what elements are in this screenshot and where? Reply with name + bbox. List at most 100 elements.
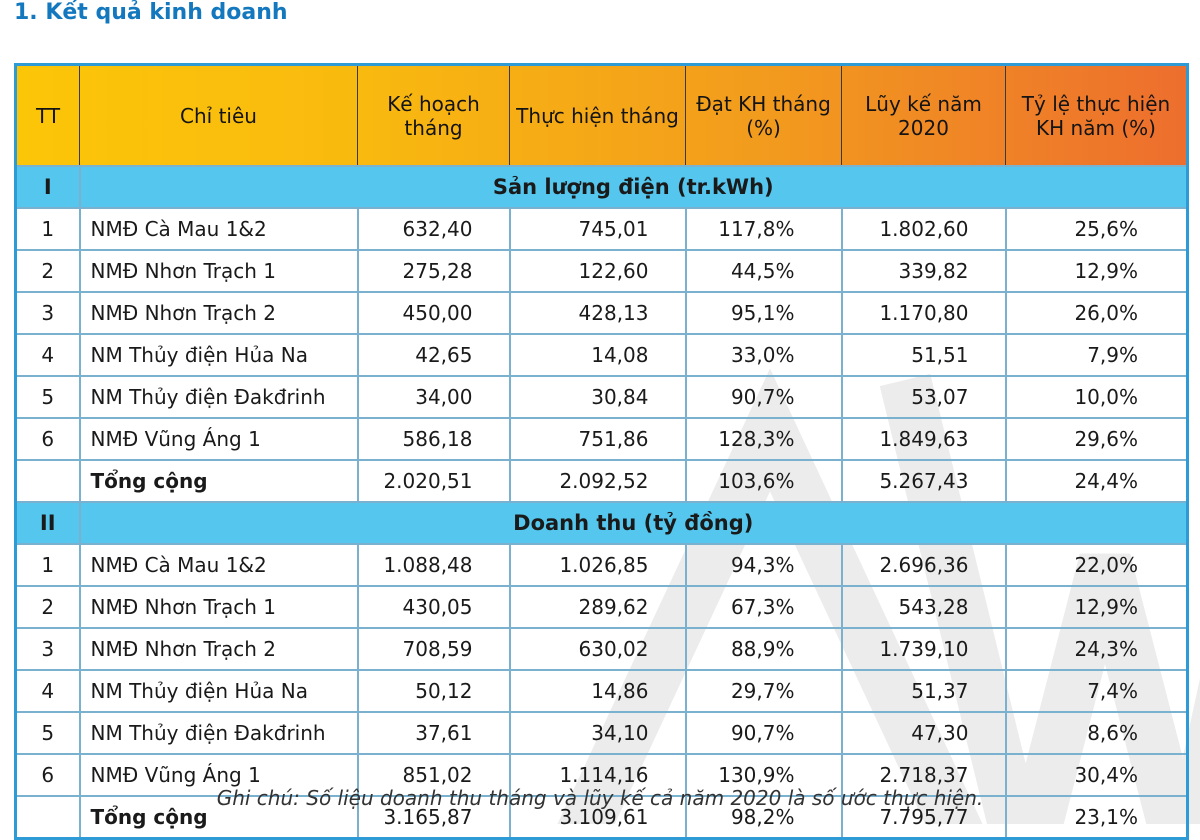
table-row: 1 NMĐ Cà Mau 1&2 1.088,48 1.026,85 94,3% 2.69…: [14, 543, 1189, 587]
cell-tt: 1: [14, 207, 81, 251]
cell-pct: 95,1%: [684, 291, 843, 335]
cell-pct: 88,9%: [684, 627, 843, 671]
cell-tt: 5: [14, 375, 81, 419]
cell-rate: 30,4%: [1004, 753, 1189, 797]
cell-act: 289,62: [508, 585, 687, 629]
section-header-row: I Sản lượng điện (tr.kWh): [14, 165, 1189, 209]
cell-ytd: 543,28: [840, 585, 1007, 629]
cell-ytd: 1.849,63: [840, 417, 1007, 461]
cell-act: 34,10: [508, 711, 687, 755]
section-title: Doanh thu (tỷ đồng): [78, 501, 1189, 545]
table-row: 5 NM Thủy điện Đakđrinh 34,00 30,84 90,7% 53,…: [14, 375, 1189, 419]
cell-tt: 5: [14, 711, 81, 755]
cell-rate: 12,9%: [1004, 249, 1189, 293]
cell-ytd: 2.696,36: [840, 543, 1007, 587]
cell-rate: 7,4%: [1004, 669, 1189, 713]
col-header-ke-hoach: Kế hoạch tháng: [357, 64, 510, 167]
cell-tt: 4: [14, 669, 81, 713]
footnote: Ghi chú: Số liệu doanh thu tháng và lũy …: [216, 786, 984, 810]
cell-plan: 586,18: [356, 417, 511, 461]
cell-act: 745,01: [508, 207, 687, 251]
cell-pct: 90,7%: [684, 375, 843, 419]
cell-rate: 12,9%: [1004, 585, 1189, 629]
total-pct: 103,6%: [684, 459, 843, 503]
cell-ytd: 53,07: [840, 375, 1007, 419]
cell-plan: 851,02: [356, 753, 511, 797]
cell-act: 630,02: [508, 627, 687, 671]
cell-ytd: 1.802,60: [840, 207, 1007, 251]
cell-name: NM Thủy điện Hủa Na: [78, 333, 359, 377]
section-numeral: I: [14, 165, 81, 209]
cell-pct: 90,7%: [684, 711, 843, 755]
cell-ytd: 51,37: [840, 669, 1007, 713]
cell-plan: 50,12: [356, 669, 511, 713]
cell-ytd: 51,51: [840, 333, 1007, 377]
cell-tt: 2: [14, 585, 81, 629]
cell-act: 751,86: [508, 417, 687, 461]
cell-tt: 1: [14, 543, 81, 587]
cell-name: NMĐ Vũng Áng 1: [78, 417, 359, 461]
col-header-ty-le: Tỷ lệ thực hiện KH năm (%): [1005, 64, 1188, 167]
table-body: I Sản lượng điện (tr.kWh) 1 NMĐ Cà Mau 1&2 6…: [14, 165, 1189, 840]
table-row: 1 NMĐ Cà Mau 1&2 632,40 745,01 117,8% 1.802,6…: [14, 207, 1189, 251]
col-header-tt: TT: [15, 64, 80, 167]
cell-act: 14,08: [508, 333, 687, 377]
table-row: 3 NMĐ Nhơn Trạch 2 708,59 630,02 88,9% 1.739,…: [14, 627, 1189, 671]
cell-act: 122,60: [508, 249, 687, 293]
cell-ytd: 1.170,80: [840, 291, 1007, 335]
table-row: 4 NM Thủy điện Hủa Na 50,12 14,86 29,7% 51,37…: [14, 669, 1189, 713]
cell-tt: 4: [14, 333, 81, 377]
table-row: 3 NMĐ Nhơn Trạch 2 450,00 428,13 95,1% 1.170,…: [14, 291, 1189, 335]
cell-name: NM Thủy điện Đakđrinh: [78, 711, 359, 755]
table-row: 2 NMĐ Nhơn Trạch 1 430,05 289,62 67,3% 543,28…: [14, 585, 1189, 629]
business-results-table: TT Chỉ tiêu Kế hoạch tháng Thực hiện thá…: [14, 63, 1189, 840]
cell-name: NMĐ Nhơn Trạch 1: [78, 585, 359, 629]
cell-plan: 34,00: [356, 375, 511, 419]
total-rate: 24,4%: [1004, 459, 1189, 503]
col-header-luy-ke: Lũy kế năm 2020: [841, 64, 1006, 167]
cell-name: NM Thủy điện Hủa Na: [78, 669, 359, 713]
col-header-chi-tieu: Chỉ tiêu: [79, 64, 358, 167]
cell-rate: 7,9%: [1004, 333, 1189, 377]
cell-ytd: 47,30: [840, 711, 1007, 755]
cell-tt: 2: [14, 249, 81, 293]
cell-rate: 8,6%: [1004, 711, 1189, 755]
cell-plan: 708,59: [356, 627, 511, 671]
cell-plan: 37,61: [356, 711, 511, 755]
cell-name: NMĐ Cà Mau 1&2: [78, 207, 359, 251]
total-act: 2.092,52: [508, 459, 687, 503]
cell-act: 1.026,85: [508, 543, 687, 587]
cell-name: NMĐ Cà Mau 1&2: [78, 543, 359, 587]
section-numeral: II: [14, 501, 81, 545]
cell-tt: [14, 459, 81, 503]
col-header-dat-kh: Đạt KH tháng (%): [685, 64, 842, 167]
cell-name: NMĐ Nhơn Trạch 1: [78, 249, 359, 293]
cell-pct: 117,8%: [684, 207, 843, 251]
cell-tt: 3: [14, 291, 81, 335]
table-row: 4 NM Thủy điện Hủa Na 42,65 14,08 33,0% 51,51…: [14, 333, 1189, 377]
cell-plan: 42,65: [356, 333, 511, 377]
total-ytd: 5.267,43: [840, 459, 1007, 503]
table-row: 6 NMĐ Vũng Áng 1 851,02 1.114,16 130,9% 2.718…: [14, 753, 1189, 797]
cell-rate: 26,0%: [1004, 291, 1189, 335]
col-header-thuc-hien: Thực hiện tháng: [509, 64, 686, 167]
page-title: 1. Kết quả kinh doanh: [14, 0, 288, 25]
cell-pct: 33,0%: [684, 333, 843, 377]
cell-name: NMĐ Vũng Áng 1: [78, 753, 359, 797]
cell-pct: 94,3%: [684, 543, 843, 587]
cell-act: 30,84: [508, 375, 687, 419]
cell-act: 428,13: [508, 291, 687, 335]
cell-name: NMĐ Nhơn Trạch 2: [78, 291, 359, 335]
section-title: Sản lượng điện (tr.kWh): [78, 165, 1189, 209]
cell-plan: 430,05: [356, 585, 511, 629]
cell-name: NM Thủy điện Đakđrinh: [78, 375, 359, 419]
cell-plan: 275,28: [356, 249, 511, 293]
cell-act: 14,86: [508, 669, 687, 713]
cell-rate: 24,3%: [1004, 627, 1189, 671]
cell-rate: 10,0%: [1004, 375, 1189, 419]
cell-pct: 128,3%: [684, 417, 843, 461]
table-row: 6 NMĐ Vũng Áng 1 586,18 751,86 128,3% 1.849,6…: [14, 417, 1189, 461]
cell-rate: 22,0%: [1004, 543, 1189, 587]
cell-tt: 6: [14, 753, 81, 797]
cell-pct: 130,9%: [684, 753, 843, 797]
